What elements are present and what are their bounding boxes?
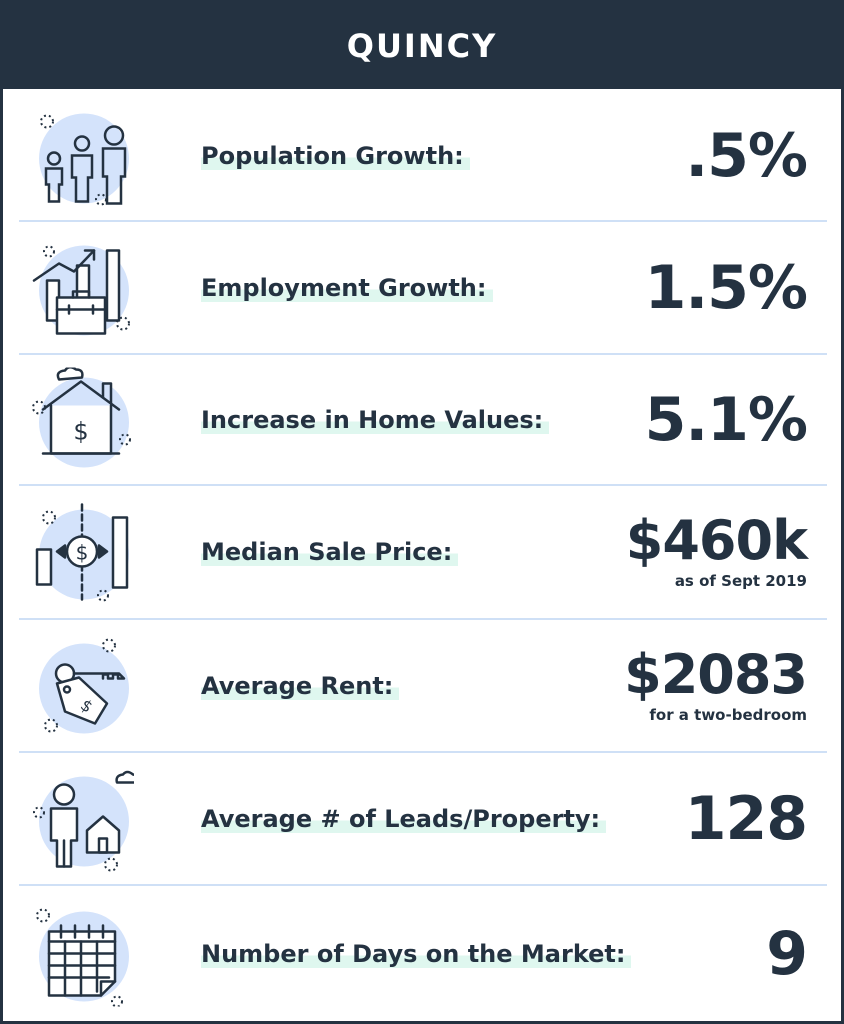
stat-value: 9 bbox=[766, 918, 808, 989]
stat-row-average-rent: $ Average Rent: $2083 for a two-bedroom bbox=[19, 620, 827, 753]
stat-row-home-values: $ Increase in Home Values: 5.1% bbox=[19, 355, 827, 486]
stat-row-average-leads: Average # of Leads/Property: 128 bbox=[19, 753, 827, 886]
stat-label: Population Growth: bbox=[201, 141, 470, 170]
stat-note: as of Sept 2019 bbox=[674, 572, 807, 590]
stat-value: $460k bbox=[625, 509, 808, 572]
stat-value: .5% bbox=[685, 120, 808, 191]
stat-label: Increase in Home Values: bbox=[201, 405, 550, 434]
svg-text:$: $ bbox=[73, 417, 88, 445]
stat-label: Employment Growth: bbox=[201, 273, 493, 302]
stat-label: Median Sale Price: bbox=[201, 538, 459, 566]
calendar-icon bbox=[29, 901, 134, 1006]
svg-text:$: $ bbox=[76, 541, 89, 565]
stat-row-population-growth: Population Growth: .5% bbox=[19, 91, 827, 222]
stat-row-employment-growth: Employment Growth: 1.5% bbox=[19, 222, 827, 355]
stat-label: Average Rent: bbox=[201, 671, 400, 700]
stat-value: $2083 bbox=[624, 642, 808, 706]
stat-value: 128 bbox=[684, 783, 808, 854]
stat-value: 5.1% bbox=[644, 384, 808, 455]
stat-row-median-sale-price: $ Median Sale Price: $460k as of Sept 20… bbox=[19, 486, 827, 620]
key-tag-icon: $ bbox=[29, 633, 134, 738]
family-icon bbox=[29, 103, 134, 208]
median-price-icon: $ bbox=[29, 500, 134, 605]
header-bar: QUINCY bbox=[3, 3, 841, 89]
page-title: QUINCY bbox=[346, 27, 498, 65]
stat-value: 1.5% bbox=[644, 252, 808, 323]
briefcase-growth-icon bbox=[29, 235, 134, 340]
stat-label: Average # of Leads/Property: bbox=[201, 804, 607, 833]
stat-row-days-on-market: Number of Days on the Market: 9 bbox=[19, 886, 827, 1021]
person-house-icon bbox=[29, 766, 134, 871]
stat-note: for a two-bedroom bbox=[649, 705, 807, 724]
stat-label: Number of Days on the Market: bbox=[201, 939, 632, 968]
house-dollar-icon: $ bbox=[29, 367, 134, 472]
